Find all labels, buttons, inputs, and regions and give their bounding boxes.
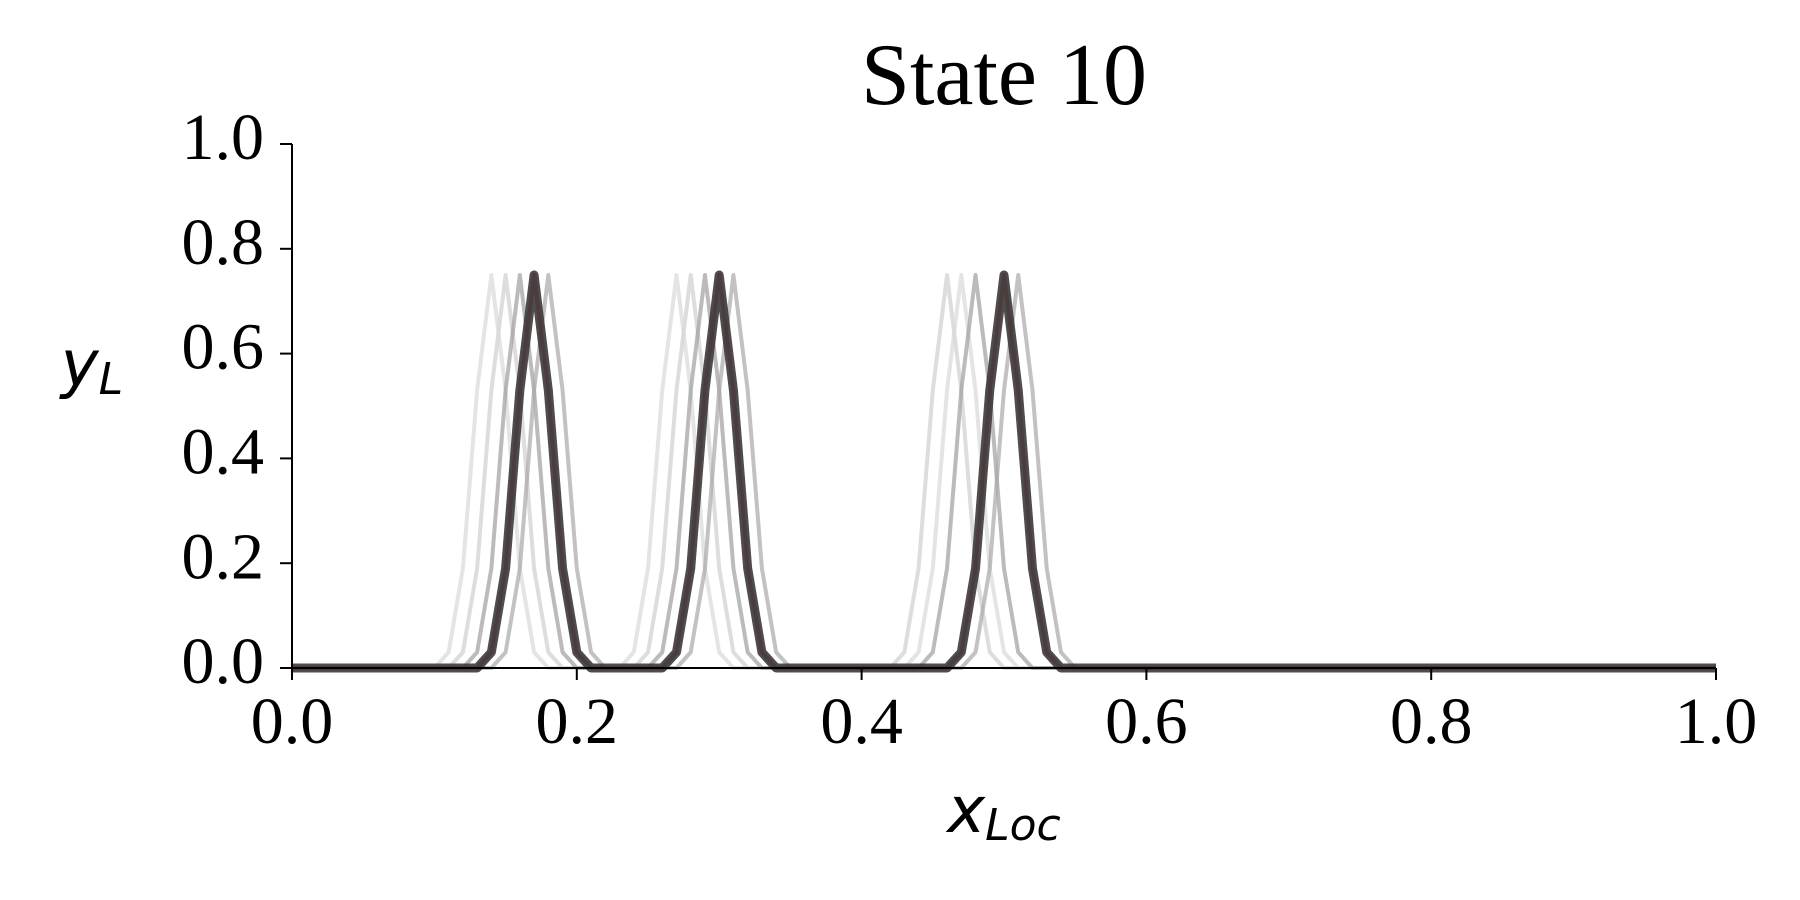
data-line (292, 273, 1716, 670)
data-line (292, 270, 1716, 673)
y-label-main: y (59, 328, 100, 402)
y-label-sub: L (99, 354, 124, 405)
y-tick-label: 0.8 (182, 206, 265, 279)
data-line (292, 273, 1716, 670)
x-axis-label: xLoc (945, 774, 1061, 851)
y-tick-label: 0.2 (182, 520, 265, 593)
x-tick-label: 0.8 (1390, 685, 1473, 758)
y-tick-label: 1.0 (182, 101, 265, 174)
y-tick-label: 0.0 (182, 625, 265, 698)
y-tick-label: 0.6 (182, 311, 265, 384)
data-line (292, 273, 1716, 670)
x-tick-label: 1.0 (1675, 685, 1758, 758)
data-line (292, 273, 1716, 670)
x-tick-label: 0.0 (251, 685, 334, 758)
data-line (292, 273, 1716, 670)
x-tick-label: 0.2 (536, 685, 619, 758)
x-label-main: x (945, 774, 986, 848)
x-tick-label: 0.6 (1105, 685, 1188, 758)
y-tick-label: 0.4 (182, 416, 265, 489)
y-axis-label: yL (59, 328, 123, 405)
x-label-sub: Loc (985, 800, 1061, 851)
chart-title: State 10 (861, 27, 1147, 124)
x-tick-label: 0.4 (820, 685, 903, 758)
